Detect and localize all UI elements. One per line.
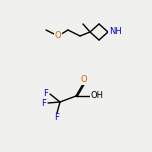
Text: O: O <box>81 76 87 85</box>
Text: F: F <box>41 98 47 107</box>
Text: F: F <box>55 114 59 123</box>
Text: F: F <box>44 88 48 97</box>
Text: O: O <box>55 31 61 40</box>
Text: NH: NH <box>109 28 121 36</box>
Text: OH: OH <box>90 92 104 100</box>
